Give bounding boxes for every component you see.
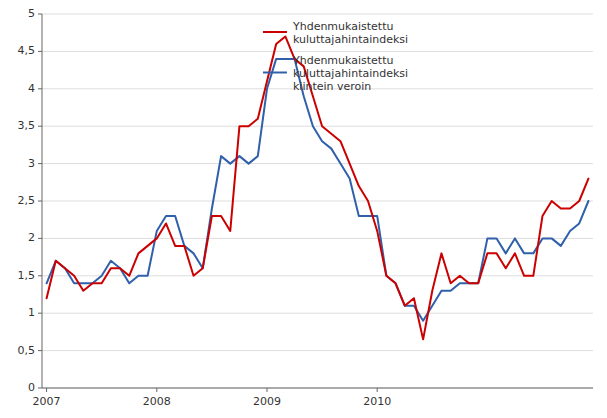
x-tick bbox=[156, 388, 157, 392]
legend-label-line: Yhdenmukaistettu bbox=[292, 20, 393, 33]
y-tick-label: 0,5 bbox=[18, 344, 36, 357]
series-line bbox=[47, 36, 589, 339]
x-tick bbox=[377, 388, 378, 392]
y-tick bbox=[38, 51, 42, 52]
y-tick-label: 1,5 bbox=[18, 269, 36, 282]
grid-line bbox=[42, 313, 593, 314]
x-axis-line bbox=[42, 388, 593, 389]
series-group bbox=[47, 36, 589, 339]
legend-label-line: kuluttajahintaindeksi bbox=[293, 33, 408, 46]
legend-swatch bbox=[263, 31, 287, 33]
y-tick-label: 3 bbox=[28, 157, 35, 170]
grid-line bbox=[42, 14, 593, 15]
x-tick-label: 2009 bbox=[253, 395, 281, 408]
y-tick bbox=[38, 313, 42, 314]
grid-line bbox=[42, 126, 593, 127]
legend: YhdenmukaistettukuluttajahintaindeksiYhd… bbox=[263, 20, 408, 93]
legend-label-line: Yhdenmukaistettu bbox=[292, 54, 393, 67]
grid-line bbox=[42, 388, 593, 389]
x-tick-label: 2010 bbox=[363, 395, 391, 408]
y-tick bbox=[38, 163, 42, 164]
y-tick-label: 5 bbox=[28, 7, 35, 20]
legend-label-line: kiintein veroin bbox=[293, 80, 371, 93]
grid-line bbox=[42, 201, 593, 202]
y-axis-line bbox=[42, 14, 43, 388]
y-tick bbox=[38, 388, 42, 389]
y-axis: 0 0,5 1 1,5 2 2,5 3 3,5 4 4,5 5 bbox=[18, 7, 594, 394]
y-tick-label: 4 bbox=[28, 82, 35, 95]
y-tick-label: 0 bbox=[28, 381, 35, 394]
y-tick bbox=[38, 201, 42, 202]
legend-item: Yhdenmukaistettukuluttajahintaindeksi bbox=[263, 20, 408, 46]
y-tick-label: 2 bbox=[28, 231, 35, 244]
legend-label: Yhdenmukaistettukuluttajahintaindeksi bbox=[292, 20, 408, 46]
x-tick bbox=[46, 388, 47, 392]
grid-line bbox=[42, 350, 593, 351]
legend-item: Yhdenmukaistettukuluttajahintaindeksikii… bbox=[263, 54, 408, 93]
series-line bbox=[47, 59, 589, 321]
chart: 0 0,5 1 1,5 2 2,5 3 3,5 4 4,5 5 2007 2008 2009 2010 Yhd… bbox=[0, 0, 607, 418]
grid-line bbox=[42, 51, 593, 52]
x-tick bbox=[266, 388, 267, 392]
x-axis: 2007 2008 2009 2010 bbox=[33, 14, 593, 408]
y-tick-label: 3,5 bbox=[18, 119, 36, 132]
y-tick bbox=[38, 88, 42, 89]
y-tick-label: 4,5 bbox=[18, 44, 36, 57]
x-tick-label: 2007 bbox=[33, 395, 61, 408]
grid-line bbox=[42, 163, 593, 164]
grid-line bbox=[42, 238, 593, 239]
legend-label: Yhdenmukaistettukuluttajahintaindeksikii… bbox=[292, 54, 408, 93]
y-tick bbox=[38, 238, 42, 239]
y-tick bbox=[38, 14, 42, 15]
y-tick bbox=[38, 275, 42, 276]
y-tick bbox=[38, 350, 42, 351]
y-tick-label: 2,5 bbox=[18, 194, 36, 207]
legend-label-line: kuluttajahintaindeksi bbox=[293, 67, 408, 80]
legend-swatch bbox=[263, 72, 287, 74]
y-tick-label: 1 bbox=[28, 306, 35, 319]
x-tick-label: 2008 bbox=[143, 395, 171, 408]
y-tick bbox=[38, 126, 42, 127]
